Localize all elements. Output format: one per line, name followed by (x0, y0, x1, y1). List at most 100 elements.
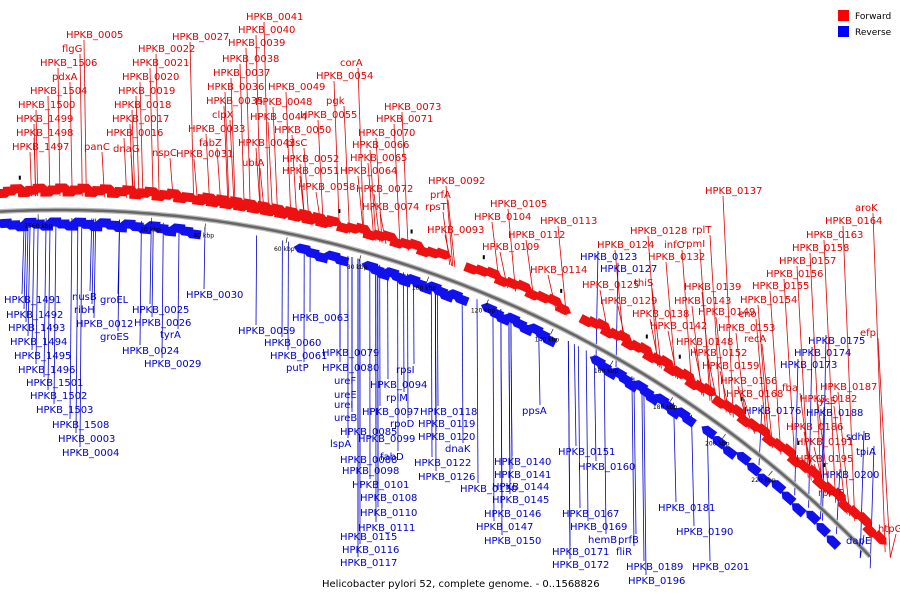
forward-gene-label: HPKB_0163 (806, 230, 863, 241)
forward-gene-label: HPKB_0137 (705, 186, 762, 197)
forward-gene-label: HPKB_0044 (250, 112, 307, 123)
leader-line (691, 414, 695, 527)
reverse-gene-label: HPKB_1494 (10, 337, 67, 348)
forward-gene-label: HPKB_0105 (490, 199, 547, 210)
feature-mark (823, 463, 826, 467)
tick-mark (768, 470, 773, 476)
reverse-gene-arrow (665, 406, 682, 420)
forward-gene-label: HPKB_0049 (268, 82, 325, 93)
gene-arrow-shape (554, 302, 572, 316)
reverse-gene-label: HPKB_0088 (340, 455, 397, 466)
feature-mark (645, 334, 648, 339)
forward-gene-label: HPKB_0124 (597, 240, 654, 251)
forward-gene-label: HPKB_0041 (246, 12, 303, 23)
tick-mark (485, 299, 489, 306)
leader-line (285, 91, 292, 220)
leader-line (69, 218, 73, 420)
reverse-gene-label: HPKB_0111 (358, 523, 415, 534)
reverse-gene-arrow (781, 491, 797, 506)
reverse-gene-label: HPKB_0085 (340, 427, 397, 438)
gene-labels: HPKB_1497 HPKB_1498 HPKB_1499 HPKB_1500 HPKB… (4, 12, 900, 587)
leader-line (151, 221, 154, 318)
reverse-gene-label: prfB (618, 535, 639, 546)
forward-gene-label: HPKB_1506 (40, 58, 97, 69)
gene-arrow-shape (746, 462, 762, 477)
forward-gene-label: plsC (286, 138, 307, 149)
gene-arrow-shape (184, 229, 202, 240)
forward-gene-arrow (554, 302, 572, 316)
leader-line (177, 224, 180, 330)
leader-line (715, 316, 727, 413)
leader-line (447, 199, 456, 268)
forward-gene-label: flgG (62, 44, 82, 55)
leader-line (577, 346, 581, 509)
leader-line (573, 344, 577, 447)
forward-gene-label: HPKB_0055 (300, 110, 357, 121)
leader-line (492, 305, 495, 522)
forward-gene-label: HPKB_0016 (106, 128, 163, 139)
forward-gene-label: HPKB_0112 (508, 230, 565, 241)
leader-line (367, 162, 375, 241)
forward-gene-label: rpmF (818, 488, 844, 499)
leader-line (369, 149, 377, 241)
leader-line (272, 106, 279, 218)
tick-label: 1560 kbp (24, 223, 52, 230)
reverse-gene-label: HPKB_0127 (600, 264, 657, 275)
leader-line (25, 218, 29, 323)
reverse-gene-label: HPKB_0147 (476, 522, 533, 533)
forward-gene-label: HPKB_0051 (282, 166, 339, 177)
gene-arrow-shape (826, 535, 842, 550)
reverse-gene-label: HPKB_0004 (62, 448, 119, 459)
forward-gene-label: HPKB_0154 (740, 295, 797, 306)
tick-label: 40 kbp (193, 232, 214, 239)
reverse-gene-label: HPKB_0200 (822, 470, 879, 481)
scale-ticks: 1560 kbp 20 kbp 40 kbp 60 kbp 80 kbp 100 kbp 1… (24, 214, 776, 484)
leader-line (53, 217, 57, 405)
forward-gene-label: HPKB_0050 (274, 125, 331, 136)
forward-gene-label: HPKB_1499 (16, 114, 73, 125)
gene-arrow-shape (701, 425, 718, 440)
forward-gene-label: HPKB_0027 (172, 32, 229, 43)
forward-gene-label: HPKB_0005 (66, 30, 123, 41)
forward-gene-label: HPKB_0104 (474, 212, 531, 223)
leader-line (79, 53, 83, 197)
reverse-gene-label: ppsA (522, 406, 547, 417)
leader-line (23, 218, 27, 310)
leader-line (706, 425, 711, 562)
forward-gene-label: prfA (430, 190, 451, 201)
feature-mark (560, 288, 563, 293)
reverse-gene-label: ureI (334, 400, 353, 411)
forward-gene-label: clpX (212, 110, 234, 121)
reverse-gene-label: HPKB_0130 (460, 484, 517, 495)
reverse-gene-label: fliR (616, 547, 632, 558)
leader-line (57, 67, 61, 197)
reverse-gene-arrow (826, 535, 842, 550)
leader-line (722, 195, 734, 418)
reverse-gene-label: HPKB_0150 (484, 536, 541, 547)
reverse-gene-arrow (722, 446, 738, 460)
reverse-gene-label: HPKB_0003 (58, 434, 115, 445)
leader-line (267, 121, 273, 217)
forward-gene-label: HPKB_0033 (188, 124, 245, 135)
gene-arrow-shape (325, 215, 342, 227)
tick-mark (669, 397, 674, 403)
forward-gene-arrow (856, 511, 872, 527)
leader-line (842, 225, 856, 522)
forward-gene-label: HPKB_0074 (362, 202, 419, 213)
gene-arrow-shape (771, 480, 787, 495)
reverse-gene-label: HPKB_0115 (340, 532, 397, 543)
forward-gene-label: HPKB_0109 (482, 242, 539, 253)
reverse-gene-label: HPKB_0175 (808, 336, 865, 347)
leader-line (27, 218, 31, 337)
leader-line (476, 299, 479, 484)
reverse-gene-label: HPKB_0059 (238, 326, 295, 337)
forward-gene-label: HPKB_0019 (118, 86, 175, 97)
forward-gene-label: HPKB_0139 (684, 282, 741, 293)
leader-line (413, 275, 415, 365)
forward-gene-arrow (796, 458, 812, 473)
leader-line (69, 81, 73, 197)
forward-gene-label: HPKB_0040 (238, 25, 295, 36)
leader-line (641, 382, 645, 562)
leader-line (709, 234, 721, 409)
leader-line (444, 234, 453, 266)
